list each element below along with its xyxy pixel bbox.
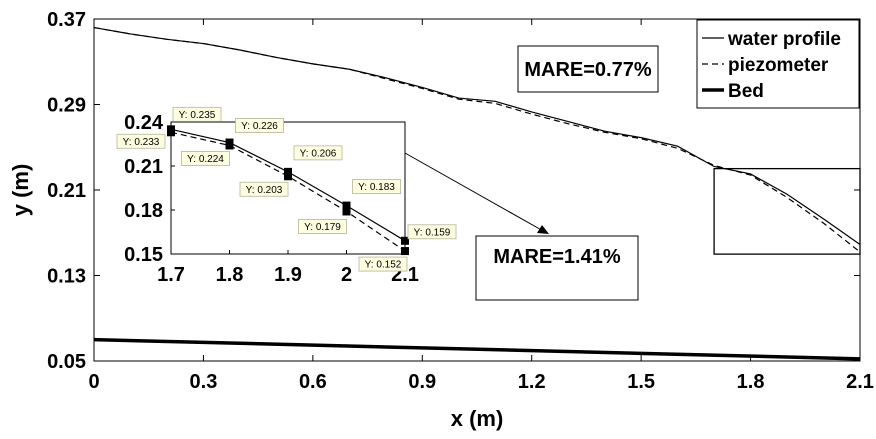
datatip-label: Y: 0.152 — [365, 260, 402, 271]
y-tick-label: 0.05 — [47, 351, 86, 373]
inset-axes: 1.7 1.8 1.9 2 2.10.150.180.210.24 Y: 0.235Y: … — [116, 106, 457, 286]
datatip-marker — [167, 128, 175, 137]
y-tick-label: 0.37 — [47, 9, 86, 31]
datatip-label: Y: 0.235 — [179, 110, 216, 121]
datatip-box — [293, 145, 343, 161]
datatip-marker — [401, 247, 409, 256]
datatip-label: Y: 0.224 — [187, 154, 224, 165]
x-tick-label: 2.1 — [846, 371, 874, 393]
series-line-bed — [93, 337, 861, 361]
x-tick-label: 0 — [88, 371, 99, 393]
datatip-box — [239, 181, 289, 197]
datatip-box — [172, 106, 222, 122]
legend: water profile piezometer Bed — [696, 19, 860, 109]
annotation-arrow-shaft — [404, 152, 546, 233]
series-line-piezometer — [93, 26, 861, 253]
datatip-box — [116, 133, 166, 149]
datatip-marker — [284, 172, 292, 181]
datatip-label: Y: 0.206 — [300, 148, 337, 159]
legend-entry: Bed — [728, 81, 764, 102]
annotation-mare-main: MARE=0.77% — [524, 59, 651, 81]
annotation-arrow-head — [537, 225, 549, 234]
datatip-label: Y: 0.203 — [246, 185, 283, 196]
datatip-box — [181, 151, 230, 166]
inset-y-tick-label: 0.18 — [124, 200, 163, 222]
annotation-mare-inset: MARE=1.41% — [493, 246, 620, 268]
x-tick-label: 1.8 — [737, 371, 765, 393]
annotation-box — [517, 45, 659, 93]
datatip-box — [352, 179, 401, 195]
datatip-box — [235, 118, 284, 133]
x-tick-label: 1.2 — [518, 371, 546, 393]
inset-y-tick-label: 0.21 — [124, 156, 163, 178]
y-tick-label: 0.21 — [47, 180, 86, 202]
datatip-label: Y: 0.233 — [123, 137, 160, 148]
y-tick-label: 0.13 — [47, 266, 86, 288]
datatip-box — [298, 219, 347, 234]
y-tick-label: 0.29 — [47, 95, 86, 117]
inset-x-tick-label: 1.7 — [157, 264, 185, 286]
inset-x-tick-label: 1.8 — [216, 264, 244, 286]
datatip-label: Y: 0.226 — [241, 121, 278, 132]
datatip-label: Y: 0.179 — [304, 222, 341, 233]
x-axis-title: x (m) — [451, 406, 504, 431]
x-tick-label: 0.3 — [190, 371, 218, 393]
legend-entry: water profile — [727, 29, 841, 50]
x-tick-label: 1.5 — [627, 371, 655, 393]
inset-x-tick-label: 2 — [341, 264, 352, 286]
y-axis-title: y (m) — [8, 164, 33, 217]
x-tick-label: 0.6 — [299, 371, 327, 393]
inset-x-tick-label: 1.9 — [274, 264, 302, 286]
datatip-box — [358, 256, 408, 272]
datatip-box — [407, 224, 457, 240]
x-tick-label: 0.9 — [408, 371, 436, 393]
legend-entry: piezometer — [728, 55, 829, 76]
inset-y-tick-label: 0.24 — [124, 112, 164, 134]
datatip-label: Y: 0.159 — [414, 227, 451, 238]
datatip-label: Y: 0.183 — [358, 182, 395, 193]
datatip-marker — [225, 141, 234, 150]
inset-y-tick-label: 0.15 — [124, 244, 163, 266]
datatip-marker — [342, 207, 351, 216]
zoom-region-box — [713, 167, 861, 255]
annotation-box — [475, 235, 639, 301]
series-line-water-profile — [93, 26, 861, 246]
datatip-marker — [401, 236, 409, 245]
